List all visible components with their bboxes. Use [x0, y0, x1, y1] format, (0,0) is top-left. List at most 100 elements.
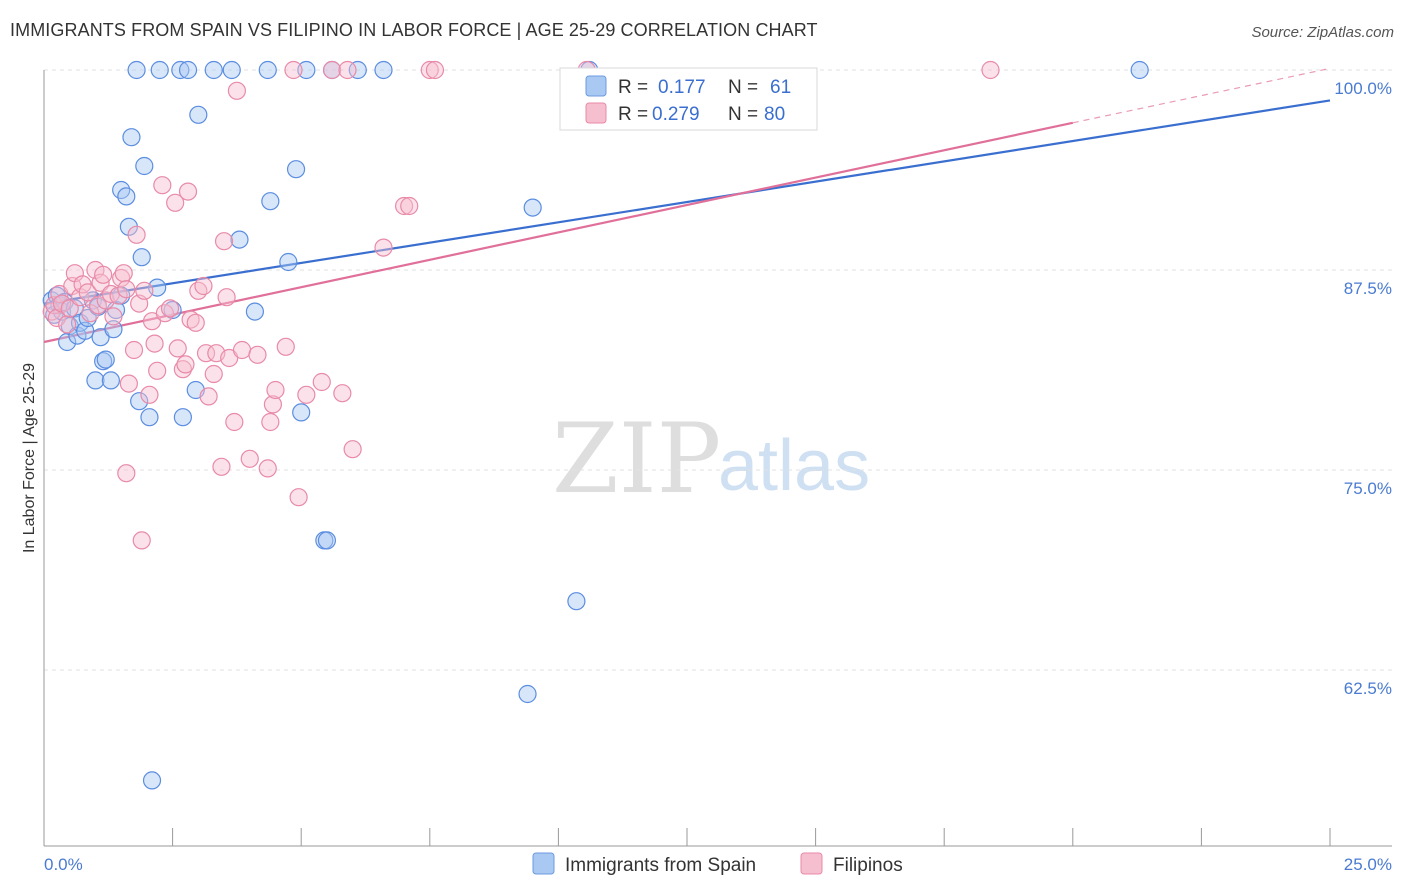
point-spain: [222, 60, 241, 80]
point-filipinos: [204, 364, 223, 384]
point-filipinos: [217, 288, 236, 307]
point-spain: [258, 60, 277, 80]
legend: R = 0.177 N = 61 R = 0.279 N = 80: [559, 67, 818, 131]
point-filipinos: [312, 372, 331, 392]
x-ticks: [43, 828, 1331, 846]
y-tick-label: 75.0%: [1344, 479, 1392, 498]
point-filipinos: [135, 281, 154, 300]
point-filipinos: [127, 225, 146, 244]
point-filipinos: [145, 334, 164, 353]
point-filipinos: [47, 308, 66, 328]
point-spain: [130, 392, 149, 411]
point-spain: [178, 60, 198, 80]
point-filipinos: [160, 299, 180, 318]
bottom-legend-swatch-filipinos: [800, 852, 823, 875]
point-spain: [86, 371, 105, 390]
point-spain: [518, 684, 537, 704]
x-tick-label-max: 25.0%: [1344, 855, 1392, 874]
point-spain: [91, 328, 110, 347]
y-tick-label: 62.5%: [1344, 679, 1392, 698]
point-filipinos: [214, 232, 234, 251]
bottom-legend-label-spain: Immigrants from Spain: [565, 855, 756, 876]
legend-n-label-spain: N =: [728, 77, 758, 98]
trend-lines: [43, 67, 1331, 344]
axes: [43, 70, 1392, 847]
point-spain: [140, 408, 159, 427]
point-filipinos: [140, 385, 159, 404]
point-filipinos: [212, 457, 231, 476]
series-filipinos-points: [42, 60, 1000, 550]
watermark-zip: ZIP: [552, 403, 721, 515]
point-spain: [523, 198, 542, 217]
point-filipinos: [148, 361, 167, 380]
point-spain: [567, 592, 586, 611]
point-filipinos: [117, 464, 136, 483]
point-spain: [173, 408, 192, 427]
point-filipinos: [112, 268, 131, 288]
gridlines: [44, 69, 1392, 671]
point-spain: [374, 60, 393, 80]
point-filipinos: [78, 283, 97, 302]
point-filipinos: [58, 315, 77, 334]
point-spain: [261, 192, 280, 211]
point-spain: [127, 60, 146, 80]
point-spain: [117, 187, 136, 206]
legend-r-value-filipinos: 0.279: [652, 104, 700, 125]
point-filipinos: [258, 459, 277, 478]
point-filipinos: [248, 345, 267, 364]
point-filipinos: [94, 265, 113, 284]
point-filipinos: [117, 280, 136, 299]
point-filipinos: [132, 531, 151, 550]
point-spain: [317, 531, 337, 550]
point-spain: [204, 60, 223, 80]
point-filipinos: [333, 384, 352, 403]
point-filipinos: [981, 60, 1000, 80]
point-filipinos: [289, 488, 308, 507]
point-filipinos: [338, 60, 357, 80]
point-filipinos: [263, 395, 283, 414]
point-filipinos: [168, 339, 187, 358]
point-filipinos: [420, 60, 439, 80]
point-spain: [122, 128, 141, 147]
source-credit: Source: ZipAtlas.com: [1251, 24, 1394, 41]
trend-line-spain: [43, 99, 1331, 305]
point-filipinos: [186, 313, 205, 332]
point-filipinos: [400, 196, 419, 216]
point-filipinos: [104, 307, 123, 326]
point-filipinos: [114, 264, 133, 283]
point-filipinos: [297, 385, 316, 404]
legend-n-label-filipinos: N =: [728, 104, 758, 125]
legend-r-label-filipinos: R =: [618, 104, 648, 125]
point-spain: [292, 403, 311, 422]
point-spain: [279, 252, 298, 272]
y-tick-label: 87.5%: [1344, 279, 1392, 298]
point-spain: [171, 60, 190, 80]
point-spain: [142, 771, 162, 790]
point-filipinos: [343, 440, 362, 459]
point-spain: [297, 60, 316, 80]
x-tick-label-min: 0.0%: [44, 855, 83, 874]
legend-r-value-spain: 0.177: [658, 77, 706, 98]
point-filipinos: [225, 412, 244, 432]
point-filipinos: [153, 176, 172, 195]
point-filipinos: [119, 374, 138, 393]
point-filipinos: [276, 337, 295, 356]
point-filipinos: [232, 340, 252, 360]
point-filipinos: [194, 276, 213, 296]
point-spain: [189, 105, 208, 124]
point-filipinos: [199, 387, 218, 406]
legend-swatch-spain: [585, 75, 607, 97]
point-filipinos: [142, 312, 162, 331]
y-tick-label: 100.0%: [1334, 79, 1392, 98]
point-filipinos: [374, 238, 393, 257]
point-spain: [132, 248, 151, 267]
point-spain: [101, 371, 120, 390]
point-spain: [348, 60, 367, 80]
bottom-legend-swatch-spain: [532, 852, 555, 875]
point-filipinos: [284, 60, 303, 80]
point-spain: [135, 156, 154, 176]
chart-title: IMMIGRANTS FROM SPAIN VS FILIPINO IN LAB…: [10, 20, 818, 40]
legend-swatch-filipinos: [585, 102, 607, 124]
trend-line-filipinos: [43, 121, 1074, 344]
trend-line-filipinos-extension: [1072, 67, 1331, 124]
